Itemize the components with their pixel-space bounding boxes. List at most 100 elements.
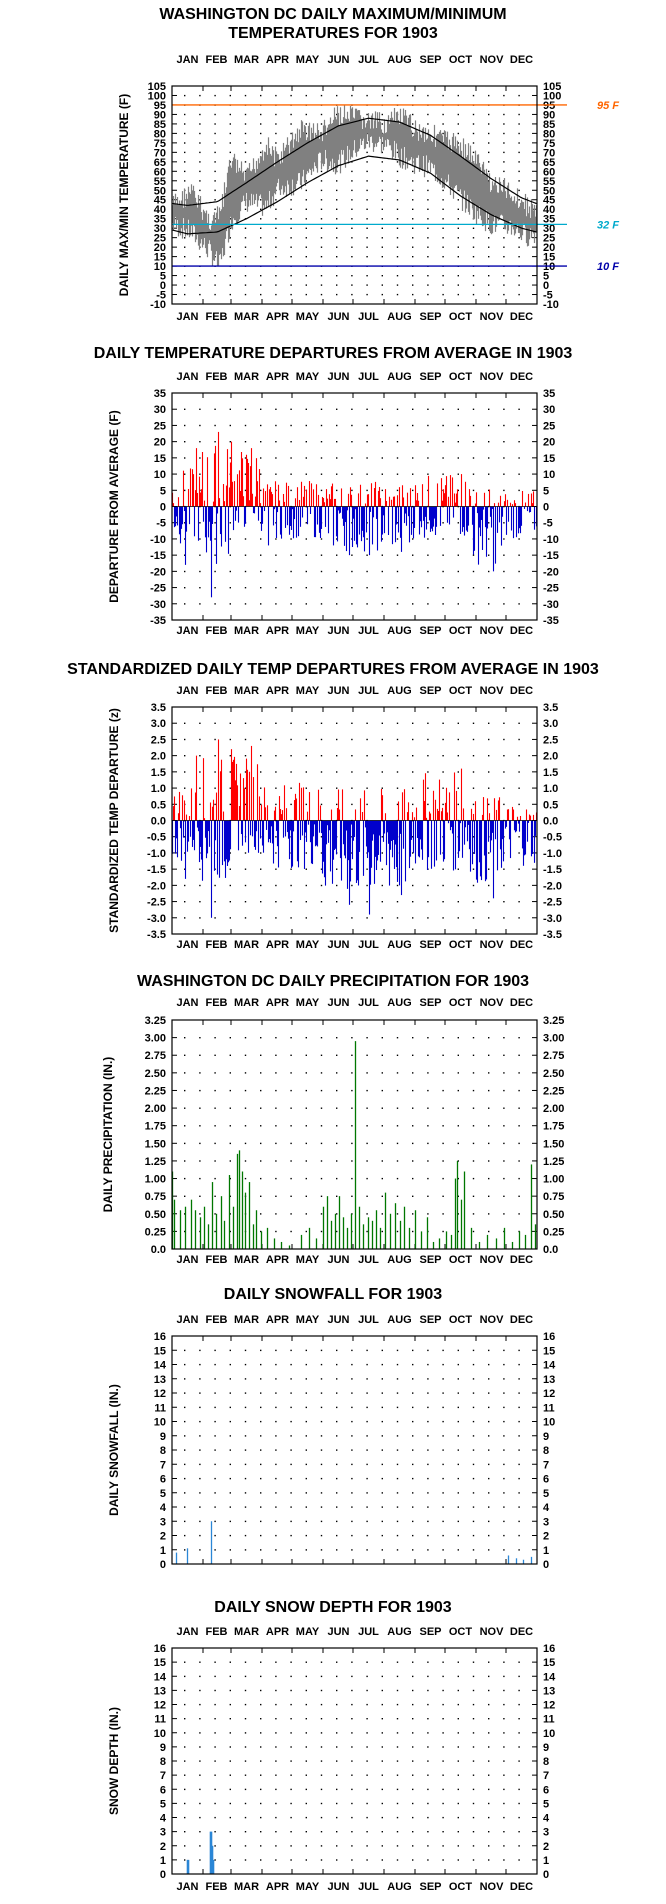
grid-dot	[260, 218, 262, 220]
grid-dot	[229, 1177, 231, 1180]
y-tick-label-right: 10	[543, 1728, 555, 1740]
grid-dot	[199, 1718, 201, 1720]
grid-dot	[442, 227, 444, 229]
y-tick-label-left: 7	[160, 1459, 166, 1471]
y-tick-label-left: 30	[154, 404, 166, 416]
grid-dot	[457, 1378, 459, 1380]
grid-dot	[351, 1363, 353, 1366]
month-label-bottom: MAY	[296, 939, 320, 951]
y-axis: -3.5 -3.5-3.0 -3.0-2.5 -2.5-2.0 -2.0-1.5 -1.5…	[147, 702, 562, 941]
grid-dot	[229, 1072, 231, 1074]
grid-dot	[457, 803, 459, 806]
grid-dot	[472, 1520, 475, 1523]
grid-dot	[290, 424, 292, 427]
grid-dot	[214, 1177, 216, 1180]
grid-dot	[396, 803, 399, 806]
month-label-top: OCT	[449, 1626, 473, 1638]
month-label-top: MAR	[234, 371, 259, 383]
chart-title: DAILY TEMPERATURE DEPARTURES FROM AVERAG…	[94, 345, 573, 362]
grid-dot	[275, 123, 277, 125]
grid-dot	[320, 1675, 323, 1678]
y-tick-label-left: 80	[154, 128, 166, 140]
grid-dot	[305, 722, 307, 724]
grid-dot	[336, 180, 338, 182]
grid-dot	[214, 441, 216, 443]
grid-dot	[320, 1506, 323, 1508]
grid-dot	[518, 1349, 520, 1352]
grid-dot	[336, 1788, 338, 1791]
y-axis-label: DAILY PRECIPITATION (IN.)	[101, 1057, 115, 1213]
grid-dot	[381, 1492, 383, 1494]
grid-dot	[503, 132, 505, 135]
grid-dot	[381, 1378, 383, 1380]
grid-dot	[275, 441, 277, 443]
grid-dot	[442, 1449, 444, 1451]
grid-dot	[442, 1816, 444, 1819]
grid-dot	[199, 1392, 201, 1394]
grid-dot	[427, 738, 429, 741]
y-tick-label-left: 1.0	[151, 783, 166, 795]
grid-dot	[427, 538, 429, 540]
grid-dot	[442, 1492, 444, 1494]
y-tick-label-right: 0.75	[543, 1191, 564, 1203]
month-label-bottom: SEP	[419, 939, 441, 951]
grid-dot	[184, 1788, 186, 1791]
grid-dot	[472, 237, 475, 239]
grid-dot	[427, 1406, 429, 1409]
grid-dot	[442, 189, 444, 192]
grid-dot	[275, 293, 277, 296]
grid-dot	[305, 1054, 307, 1056]
grid-dot	[184, 1378, 186, 1380]
grid-dot	[396, 1435, 399, 1437]
grid-dot	[260, 771, 262, 773]
grid-dot	[503, 1195, 505, 1197]
grid-dot	[457, 738, 459, 741]
grid-dot	[442, 603, 444, 605]
grid-dot	[184, 884, 186, 887]
grid-dot	[457, 1788, 459, 1791]
grid-dot	[214, 755, 216, 757]
grid-dot	[336, 803, 338, 806]
grid-dot	[229, 408, 231, 410]
y-tick-label-left: 105	[148, 81, 166, 93]
grid-dot	[442, 1177, 444, 1180]
grid-dot	[305, 1661, 307, 1663]
grid-dot	[427, 1435, 429, 1437]
grid-dot	[442, 1520, 444, 1523]
grid-dot	[184, 587, 186, 589]
month-label-bottom: OCT	[449, 939, 473, 951]
grid-dot	[366, 1449, 368, 1451]
grid-dot	[260, 901, 262, 903]
grid-dot	[351, 570, 353, 573]
grid-dot	[472, 1816, 475, 1819]
grid-dot	[472, 1349, 475, 1352]
grid-dot	[412, 1506, 414, 1508]
grid-dot	[260, 424, 262, 427]
grid-dot	[503, 489, 505, 492]
grid-dot	[412, 1477, 414, 1480]
grid-dot	[518, 603, 520, 605]
grid-dot	[366, 441, 368, 443]
grid-dot	[336, 787, 338, 789]
grid-dot	[351, 208, 353, 210]
grid-dot	[381, 1689, 383, 1692]
grid-dot	[366, 237, 368, 239]
grid-dot	[518, 1177, 520, 1180]
grid-dot	[244, 1054, 247, 1056]
grid-dot	[488, 1802, 490, 1805]
grid-dot	[229, 787, 231, 789]
grid-dot	[503, 1506, 505, 1508]
grid-dot	[290, 1675, 292, 1678]
grid-dot	[427, 284, 429, 286]
grid-dot	[518, 803, 520, 806]
grid-dot	[214, 1859, 216, 1861]
grid-dot	[366, 1054, 368, 1056]
grid-dot	[472, 151, 475, 154]
grid-dot	[427, 1661, 429, 1663]
grid-dot	[396, 1675, 399, 1678]
grid-dot	[518, 1125, 520, 1127]
grid-dot	[214, 738, 216, 741]
grid-dot	[184, 1125, 186, 1127]
grid-dot	[503, 884, 505, 887]
grid-dot	[442, 1732, 444, 1734]
